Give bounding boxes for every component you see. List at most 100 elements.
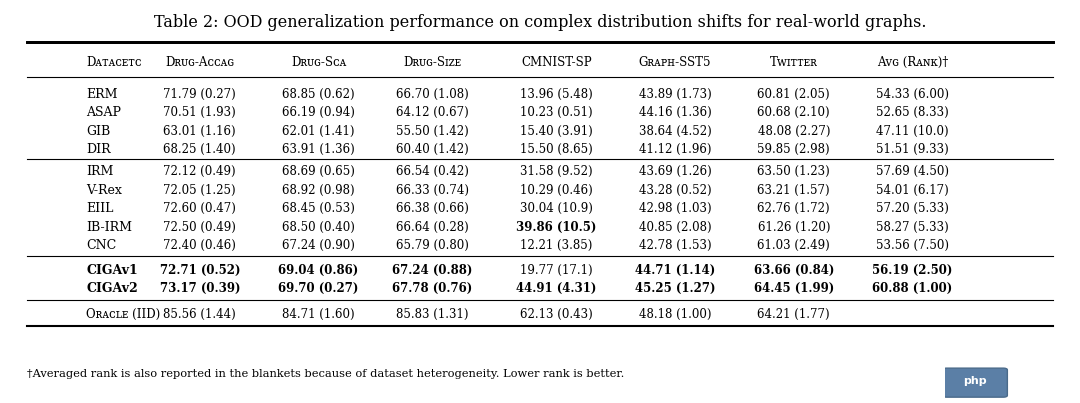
Text: Dʀᴜɢ-Aᴄᴄᴀɢ: Dʀᴜɢ-Aᴄᴄᴀɢ xyxy=(165,56,234,69)
Text: 60.88 (1.00): 60.88 (1.00) xyxy=(873,282,953,295)
Text: 68.25 (1.40): 68.25 (1.40) xyxy=(163,143,237,156)
Text: 73.17 (0.39): 73.17 (0.39) xyxy=(160,282,240,295)
Text: 44.71 (1.14): 44.71 (1.14) xyxy=(635,264,715,276)
Text: ERM: ERM xyxy=(86,88,118,101)
FancyBboxPatch shape xyxy=(943,368,1008,397)
Text: 63.50 (1.23): 63.50 (1.23) xyxy=(757,165,831,178)
Text: IRM: IRM xyxy=(86,165,113,178)
Text: 53.56 (7.50): 53.56 (7.50) xyxy=(876,239,949,252)
Text: 52.65 (8.33): 52.65 (8.33) xyxy=(876,106,949,119)
Text: 68.85 (0.62): 68.85 (0.62) xyxy=(282,88,355,101)
Text: 65.79 (0.80): 65.79 (0.80) xyxy=(395,239,469,252)
Text: 38.64 (4.52): 38.64 (4.52) xyxy=(638,125,712,138)
Text: 66.70 (1.08): 66.70 (1.08) xyxy=(395,88,469,101)
Text: 42.98 (1.03): 42.98 (1.03) xyxy=(638,202,712,215)
Text: 44.16 (1.36): 44.16 (1.36) xyxy=(638,106,712,119)
Text: CIGAv1: CIGAv1 xyxy=(86,264,138,276)
Text: 72.50 (0.49): 72.50 (0.49) xyxy=(163,221,237,234)
Text: 64.21 (1.77): 64.21 (1.77) xyxy=(757,308,831,321)
Text: GIB: GIB xyxy=(86,125,110,138)
Text: 45.25 (1.27): 45.25 (1.27) xyxy=(635,282,715,295)
Text: CNC: CNC xyxy=(86,239,117,252)
Text: 40.85 (2.08): 40.85 (2.08) xyxy=(638,221,712,234)
Text: 59.85 (2.98): 59.85 (2.98) xyxy=(757,143,831,156)
Text: 84.71 (1.60): 84.71 (1.60) xyxy=(282,308,355,321)
Text: DIR: DIR xyxy=(86,143,111,156)
Text: IB-IRM: IB-IRM xyxy=(86,221,133,234)
Text: 72.60 (0.47): 72.60 (0.47) xyxy=(163,202,237,215)
Text: EIIL: EIIL xyxy=(86,202,113,215)
Text: 63.66 (0.84): 63.66 (0.84) xyxy=(754,264,834,276)
Text: 63.91 (1.36): 63.91 (1.36) xyxy=(282,143,355,156)
Text: 55.50 (1.42): 55.50 (1.42) xyxy=(395,125,469,138)
Text: 85.56 (1.44): 85.56 (1.44) xyxy=(163,308,237,321)
Text: 58.27 (5.33): 58.27 (5.33) xyxy=(876,221,949,234)
Text: 68.69 (0.65): 68.69 (0.65) xyxy=(282,165,355,178)
Text: 43.28 (0.52): 43.28 (0.52) xyxy=(638,184,712,197)
Text: 42.78 (1.53): 42.78 (1.53) xyxy=(638,239,712,252)
Text: 10.23 (0.51): 10.23 (0.51) xyxy=(519,106,593,119)
Text: 12.21 (3.85): 12.21 (3.85) xyxy=(519,239,593,252)
Text: 68.92 (0.98): 68.92 (0.98) xyxy=(282,184,355,197)
Text: 54.01 (6.17): 54.01 (6.17) xyxy=(876,184,949,197)
Text: 63.21 (1.57): 63.21 (1.57) xyxy=(757,184,831,197)
Text: 10.29 (0.46): 10.29 (0.46) xyxy=(519,184,593,197)
Text: 64.12 (0.67): 64.12 (0.67) xyxy=(395,106,469,119)
Text: 72.71 (0.52): 72.71 (0.52) xyxy=(160,264,240,276)
Text: 64.45 (1.99): 64.45 (1.99) xyxy=(754,282,834,295)
Text: 67.24 (0.88): 67.24 (0.88) xyxy=(392,264,472,276)
Text: CMNIST-SP: CMNIST-SP xyxy=(521,56,592,69)
Text: ASAP: ASAP xyxy=(86,106,121,119)
Text: CIGAv2: CIGAv2 xyxy=(86,282,138,295)
Text: 72.12 (0.49): 72.12 (0.49) xyxy=(163,165,237,178)
Text: 19.77 (17.1): 19.77 (17.1) xyxy=(519,264,593,276)
Text: 57.69 (4.50): 57.69 (4.50) xyxy=(876,165,949,178)
Text: 69.70 (0.27): 69.70 (0.27) xyxy=(279,282,359,295)
Text: php: php xyxy=(963,376,987,386)
Text: 15.40 (3.91): 15.40 (3.91) xyxy=(519,125,593,138)
Text: 56.19 (2.50): 56.19 (2.50) xyxy=(873,264,953,276)
Text: 43.69 (1.26): 43.69 (1.26) xyxy=(638,165,712,178)
Text: Oʀᴀᴄʟᴇ (IID): Oʀᴀᴄʟᴇ (IID) xyxy=(86,308,161,321)
Text: Dᴀᴛᴀᴄᴇᴛᴄ: Dᴀᴛᴀᴄᴇᴛᴄ xyxy=(86,56,141,69)
Text: 60.40 (1.42): 60.40 (1.42) xyxy=(395,143,469,156)
Text: 51.51 (9.33): 51.51 (9.33) xyxy=(876,143,949,156)
Text: 62.13 (0.43): 62.13 (0.43) xyxy=(519,308,593,321)
Text: 44.91 (4.31): 44.91 (4.31) xyxy=(516,282,596,295)
Text: 31.58 (9.52): 31.58 (9.52) xyxy=(519,165,593,178)
Text: 72.05 (1.25): 72.05 (1.25) xyxy=(163,184,237,197)
Text: 66.38 (0.66): 66.38 (0.66) xyxy=(395,202,469,215)
Text: 66.54 (0.42): 66.54 (0.42) xyxy=(395,165,469,178)
Text: Dʀᴜɢ-Sɪᴢᴇ: Dʀᴜɢ-Sɪᴢᴇ xyxy=(403,56,461,69)
Text: 39.86 (10.5): 39.86 (10.5) xyxy=(516,221,596,234)
Text: V-Rex: V-Rex xyxy=(86,184,122,197)
Text: 30.04 (10.9): 30.04 (10.9) xyxy=(519,202,593,215)
Text: 69.04 (0.86): 69.04 (0.86) xyxy=(279,264,359,276)
Text: †Averaged rank is also reported in the blankets because of dataset heterogeneity: †Averaged rank is also reported in the b… xyxy=(27,369,624,379)
Text: 47.11 (10.0): 47.11 (10.0) xyxy=(876,125,949,138)
Text: 62.76 (1.72): 62.76 (1.72) xyxy=(757,202,831,215)
Text: 66.19 (0.94): 66.19 (0.94) xyxy=(282,106,355,119)
Text: Aᴠɢ (Rᴀɴᴋ)†: Aᴠɢ (Rᴀɴᴋ)† xyxy=(877,56,948,69)
Text: 60.81 (2.05): 60.81 (2.05) xyxy=(757,88,831,101)
Text: 48.08 (2.27): 48.08 (2.27) xyxy=(757,125,831,138)
Text: Table 2: OOD generalization performance on complex distribution shifts for real-: Table 2: OOD generalization performance … xyxy=(153,14,927,31)
Text: Dʀᴜɢ-Sᴄᴀ: Dʀᴜɢ-Sᴄᴀ xyxy=(291,56,347,69)
Text: 13.96 (5.48): 13.96 (5.48) xyxy=(519,88,593,101)
Text: 68.45 (0.53): 68.45 (0.53) xyxy=(282,202,355,215)
Text: 41.12 (1.96): 41.12 (1.96) xyxy=(638,143,712,156)
Text: 15.50 (8.65): 15.50 (8.65) xyxy=(519,143,593,156)
Text: 66.33 (0.74): 66.33 (0.74) xyxy=(395,184,469,197)
Text: Tᴡɪᴛᴛᴇʀ: Tᴡɪᴛᴛᴇʀ xyxy=(770,56,818,69)
Text: 48.18 (1.00): 48.18 (1.00) xyxy=(638,308,712,321)
Text: 63.01 (1.16): 63.01 (1.16) xyxy=(163,125,237,138)
Text: 43.89 (1.73): 43.89 (1.73) xyxy=(638,88,712,101)
Text: 67.78 (0.76): 67.78 (0.76) xyxy=(392,282,472,295)
Text: 54.33 (6.00): 54.33 (6.00) xyxy=(876,88,949,101)
Text: 60.68 (2.10): 60.68 (2.10) xyxy=(757,106,831,119)
Text: 66.64 (0.28): 66.64 (0.28) xyxy=(395,221,469,234)
Text: 61.03 (2.49): 61.03 (2.49) xyxy=(757,239,831,252)
Text: 61.26 (1.20): 61.26 (1.20) xyxy=(757,221,831,234)
Text: 70.51 (1.93): 70.51 (1.93) xyxy=(163,106,237,119)
Text: 85.83 (1.31): 85.83 (1.31) xyxy=(395,308,469,321)
